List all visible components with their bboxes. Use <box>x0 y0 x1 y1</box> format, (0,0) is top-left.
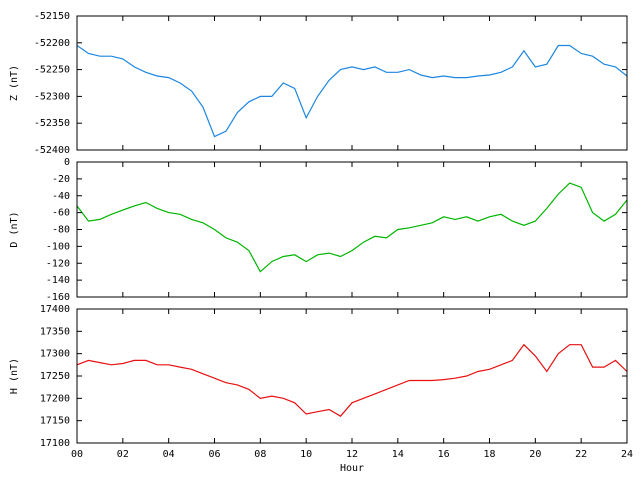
y-tick-label: -140 <box>46 275 70 286</box>
plot-frame <box>76 15 628 151</box>
y-tick-label: 17150 <box>40 416 70 427</box>
x-tick-label: 08 <box>254 449 266 460</box>
data-line <box>76 44 628 138</box>
x-tick-label: 12 <box>346 449 358 460</box>
x-tick-label: 00 <box>71 449 83 460</box>
y-tick-label: -100 <box>46 241 70 252</box>
x-tick-label: 10 <box>300 449 312 460</box>
y-tick-label: -52300 <box>34 91 70 102</box>
y-tick-label: -80 <box>52 225 70 236</box>
y-tick-label: -52350 <box>34 118 70 129</box>
y-axis-label: Z (nT) <box>9 65 20 101</box>
y-axis-label: H (nT) <box>9 358 20 394</box>
y-tick-label: -20 <box>52 174 70 185</box>
y-tick-label: 17350 <box>40 326 70 337</box>
y-tick-label: -40 <box>52 191 70 202</box>
plot-frame <box>76 308 628 444</box>
x-tick-label: 06 <box>208 449 220 460</box>
y-tick-label: -52150 <box>34 11 70 22</box>
y-tick-label: 17400 <box>40 304 70 315</box>
y-tick-label: -160 <box>46 292 70 303</box>
x-tick-label: 20 <box>529 449 541 460</box>
x-tick-label: 02 <box>117 449 129 460</box>
y-tick-label: -52250 <box>34 65 70 76</box>
y-tick-label: 17200 <box>40 393 70 404</box>
y-tick-label: 17100 <box>40 438 70 449</box>
x-axis-label: Hour <box>340 463 364 474</box>
data-line <box>76 182 628 273</box>
x-tick-label: 22 <box>575 449 587 460</box>
y-axis-label: D (nT) <box>9 211 20 247</box>
y-tick-label: -120 <box>46 258 70 269</box>
x-tick-label: 16 <box>438 449 450 460</box>
x-tick-label: 04 <box>163 449 175 460</box>
y-tick-label: 17300 <box>40 349 70 360</box>
data-line <box>76 343 628 417</box>
y-tick-label: -60 <box>52 208 70 219</box>
y-tick-label: 17250 <box>40 371 70 382</box>
x-tick-label: 18 <box>483 449 495 460</box>
y-tick-label: -52200 <box>34 38 70 49</box>
y-tick-label: -52400 <box>34 145 70 156</box>
x-tick-label: 14 <box>392 449 404 460</box>
y-tick-label: 0 <box>64 157 70 168</box>
x-tick-label: 24 <box>621 449 633 460</box>
plot-frame <box>76 161 628 298</box>
